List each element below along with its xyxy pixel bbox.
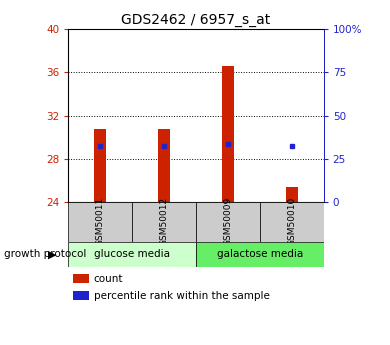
- Bar: [132, 202, 196, 242]
- Text: GSM50010: GSM50010: [287, 197, 296, 246]
- Bar: [73, 291, 89, 300]
- Bar: [196, 202, 260, 242]
- Text: count: count: [94, 274, 123, 284]
- Bar: [286, 187, 298, 202]
- Title: GDS2462 / 6957_s_at: GDS2462 / 6957_s_at: [121, 13, 271, 27]
- Text: growth protocol: growth protocol: [4, 249, 86, 259]
- Text: GSM50009: GSM50009: [223, 197, 232, 246]
- Bar: [196, 241, 324, 267]
- Text: galactose media: galactose media: [217, 249, 303, 259]
- Text: GSM50012: GSM50012: [160, 197, 168, 246]
- Text: percentile rank within the sample: percentile rank within the sample: [94, 291, 269, 300]
- Bar: [68, 241, 196, 267]
- Text: glucose media: glucose media: [94, 249, 170, 259]
- Text: GSM50011: GSM50011: [96, 197, 105, 246]
- Bar: [68, 202, 132, 242]
- Bar: [222, 66, 234, 202]
- Bar: [158, 128, 170, 202]
- Bar: [260, 202, 324, 242]
- Bar: [94, 128, 106, 202]
- Bar: [73, 274, 89, 283]
- Text: ▶: ▶: [48, 249, 57, 259]
